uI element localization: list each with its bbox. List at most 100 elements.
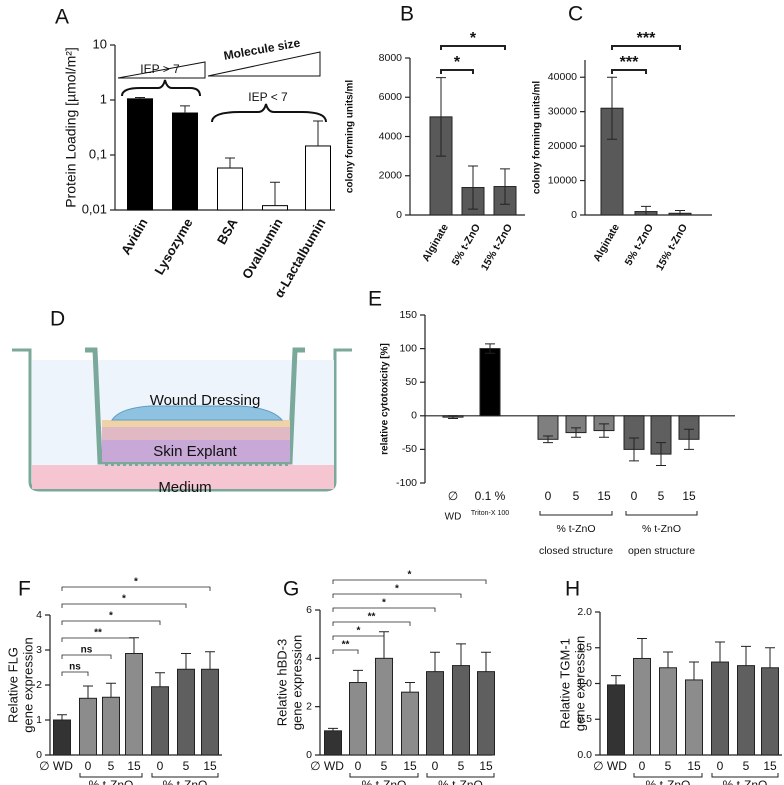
bar — [177, 668, 195, 756]
bar — [262, 205, 288, 211]
diagram-label: Medium — [158, 479, 211, 496]
group-name: closed structure — [539, 545, 613, 557]
significance-bracket — [61, 671, 89, 676]
dressing — [111, 405, 284, 421]
y-tick-label: 6000 — [379, 91, 403, 103]
group-name: open structure — [628, 545, 695, 557]
significance-bracket — [61, 586, 211, 591]
error-bar — [689, 661, 699, 680]
x-tick-label: 5 — [658, 489, 665, 503]
y-tick-label: 10 — [93, 36, 107, 51]
significance-bracket — [61, 603, 187, 608]
y-tick-label: 0 — [396, 209, 402, 221]
panel-letter: E — [368, 288, 382, 311]
x-tick-label: 15 — [597, 489, 611, 503]
y-axis-label: gene expression — [289, 635, 304, 730]
annotation: Triton-X 100 — [471, 510, 509, 517]
y-axis-label: Protein Loading [µmol/m²] — [63, 47, 79, 208]
y-tick-label: 8000 — [379, 52, 403, 64]
error-bar — [663, 651, 673, 668]
x-tick-label: 5 — [665, 759, 672, 773]
y-tick-label: 4 — [306, 652, 312, 664]
bar — [426, 671, 444, 756]
significance-label: * — [134, 577, 138, 588]
significance-bracket — [332, 607, 436, 612]
y-tick-label: 100 — [399, 342, 417, 354]
bar — [711, 661, 729, 756]
panel-a-decor — [117, 51, 327, 123]
y-tick-label: 0.5 — [577, 713, 592, 725]
x-tick-label: 15 — [687, 759, 701, 773]
bar — [659, 667, 677, 756]
x-tick-label: 0 — [157, 759, 164, 773]
significance-label: ** — [342, 640, 350, 651]
brace — [211, 103, 327, 123]
y-tick-label: 40000 — [548, 71, 577, 83]
significance-bracket — [332, 593, 462, 598]
wedge — [207, 51, 321, 77]
error-bar — [106, 682, 116, 698]
y-tick-label: 50 — [405, 376, 417, 388]
group-title: % t-ZnO — [642, 523, 681, 535]
y-tick-label: 1.0 — [577, 677, 592, 689]
bar — [401, 691, 419, 756]
y-tick-label: 2 — [36, 679, 42, 691]
significance-bracket — [611, 45, 681, 50]
y-tick-label: 1 — [36, 714, 42, 726]
x-tick-label: 15 — [203, 759, 217, 773]
error-bar — [405, 682, 415, 693]
error-bar — [607, 76, 617, 140]
x-tick-label: Alginate — [420, 222, 451, 264]
y-tick-label: 150 — [399, 309, 417, 321]
bar — [305, 145, 331, 211]
x-tick-label: 0.1 % — [475, 489, 506, 503]
significance-bracket — [611, 69, 647, 74]
x-tick-label: 0 — [639, 759, 646, 773]
bar — [102, 696, 120, 756]
significance-bracket — [61, 637, 135, 642]
x-tick-label: Alginate — [591, 222, 622, 264]
y-tick-label: 30000 — [548, 105, 577, 117]
error-bar — [629, 437, 639, 462]
bar — [375, 657, 393, 756]
bar — [79, 697, 97, 756]
skin-dermis — [102, 440, 290, 462]
bar — [607, 684, 625, 756]
bar — [151, 686, 169, 756]
x-tick-label: ∅ — [448, 489, 458, 503]
wedge — [117, 61, 206, 79]
y-tick-label: 6 — [306, 604, 312, 616]
error-bar — [641, 205, 651, 216]
x-tick-label: 5% t-ZnO — [450, 222, 483, 268]
brace — [121, 79, 201, 97]
bar — [127, 98, 153, 211]
error-bar — [468, 165, 478, 210]
error-bar — [543, 435, 553, 444]
y-axis-label: gene expression — [572, 636, 587, 731]
x-tick-label: ∅ WD — [310, 759, 344, 773]
error-bar — [430, 651, 440, 672]
error-bar — [481, 651, 491, 672]
bar — [201, 668, 219, 756]
x-tick-label: 15 — [403, 759, 417, 773]
y-tick-label: 0 — [306, 749, 312, 761]
y-tick-label: 0 — [36, 749, 42, 761]
y-tick-label: 4 — [36, 609, 42, 621]
y-tick-label: 4000 — [379, 130, 403, 142]
group-title: % t-ZnO — [163, 778, 208, 785]
significance-label: *** — [637, 30, 656, 47]
significance-bracket — [332, 579, 487, 584]
x-tick-label: 0 — [545, 489, 552, 503]
y-tick-label: 2 — [306, 700, 312, 712]
significance-bracket — [61, 654, 112, 659]
significance-bracket — [332, 635, 385, 640]
skin-epidermis — [102, 426, 290, 440]
x-tick-label: Ovalbumin — [239, 216, 286, 282]
y-tick-label: -50 — [402, 443, 417, 455]
bar — [737, 665, 755, 756]
x-tick-label: Avidin — [118, 216, 151, 258]
bar — [217, 167, 243, 211]
panel-letter: F — [18, 578, 31, 601]
x-tick-label: 15 — [479, 759, 493, 773]
y-tick-label: 0.0 — [577, 749, 592, 761]
